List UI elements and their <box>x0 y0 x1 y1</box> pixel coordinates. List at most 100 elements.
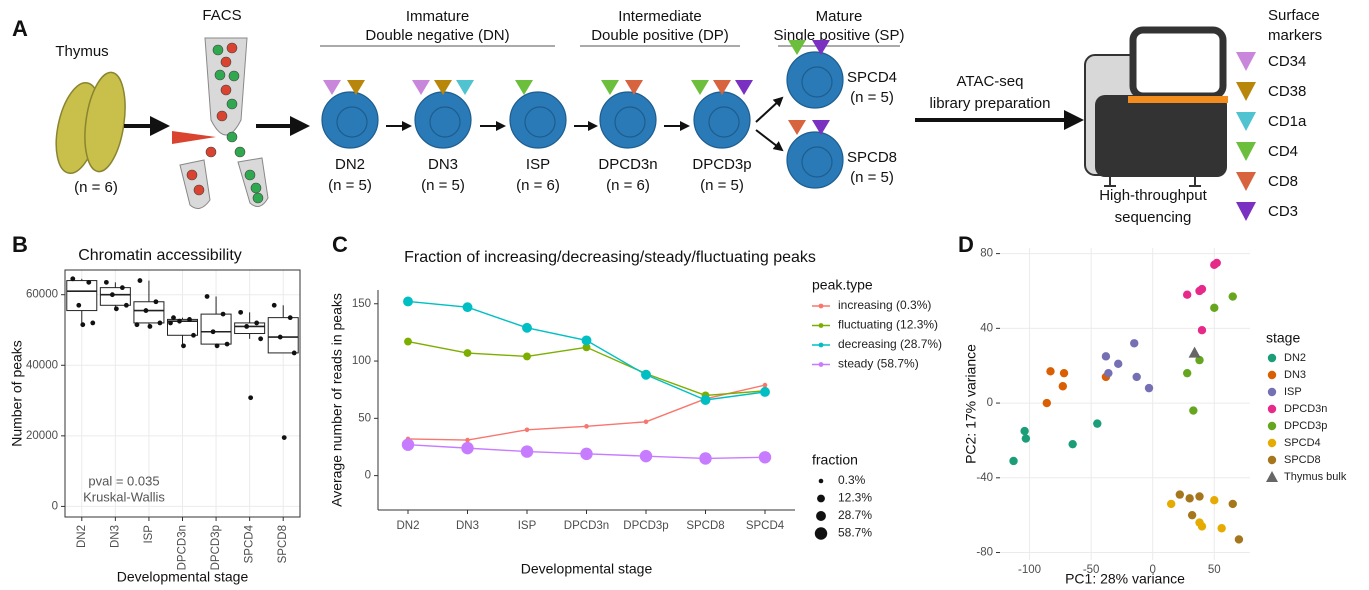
legend-title: fraction <box>812 452 858 468</box>
surface-marker <box>412 80 430 95</box>
data-point <box>641 370 651 380</box>
marker-swatch <box>1236 82 1256 101</box>
data-point <box>282 435 287 440</box>
cell <box>600 92 656 148</box>
data-point <box>582 335 592 345</box>
surface-marker <box>691 80 709 95</box>
legend-label: 0.3% <box>838 473 866 487</box>
data-point <box>187 317 192 322</box>
data-point <box>191 333 196 338</box>
y-tick-label: 20000 <box>26 430 58 442</box>
surface-marker <box>788 40 806 55</box>
box <box>100 288 130 306</box>
legend-size <box>817 495 825 503</box>
data-point <box>1213 259 1221 267</box>
group-subtitle: Double negative (DN) <box>365 27 509 44</box>
data-point <box>580 448 592 460</box>
legend-label: 58.7% <box>838 526 872 540</box>
x-axis-title: Developmental stage <box>521 561 653 577</box>
cell <box>322 92 378 148</box>
surface-marker <box>735 80 753 95</box>
data-point <box>114 306 119 311</box>
data-point <box>254 321 259 326</box>
legend-label: DPCD3n <box>1284 403 1327 415</box>
box <box>134 302 164 323</box>
legend-swatch <box>1268 388 1276 396</box>
cell-n: (n = 5) <box>850 89 894 106</box>
cell-name: DN3 <box>428 156 458 173</box>
y-tick-label: -40 <box>976 472 993 484</box>
data-point <box>1068 440 1076 448</box>
markers-title: Surface <box>1268 7 1320 24</box>
data-point <box>104 280 109 285</box>
data-point <box>1130 339 1138 347</box>
data-point <box>292 351 297 356</box>
chart-title: Fraction of increasing/decreasing/steady… <box>404 249 816 266</box>
atac-label: library preparation <box>930 95 1051 112</box>
legend-label: ISP <box>1284 386 1302 398</box>
data-point <box>1102 352 1110 360</box>
data-point <box>238 310 243 315</box>
annotation: pval = 0.035 <box>88 473 159 488</box>
data-point <box>1022 434 1030 442</box>
x-axis-title: PC1: 28% variance <box>1065 571 1185 587</box>
data-point <box>1104 369 1112 377</box>
data-point <box>1217 524 1225 532</box>
x-tick-label: DPCD3p <box>210 525 222 570</box>
data-point <box>1183 369 1191 377</box>
group-title: Immature <box>406 8 469 25</box>
data-point <box>80 322 85 327</box>
legend-label: Thymus bulk <box>1284 471 1347 483</box>
data-point <box>463 302 473 312</box>
data-point <box>1198 522 1206 530</box>
legend-swatch <box>1268 439 1276 447</box>
x-tick-label: 50 <box>1208 564 1221 576</box>
x-tick-label: DPCD3n <box>177 525 189 570</box>
surface-marker <box>601 80 619 95</box>
data-point <box>221 312 226 317</box>
y-tick-label: 0 <box>365 470 371 482</box>
legend-label: increasing (0.3%) <box>838 298 931 312</box>
data-point <box>1185 494 1193 502</box>
markers-title: markers <box>1268 27 1322 44</box>
data-point <box>154 299 159 304</box>
x-axis-title: Developmental stage <box>117 569 249 585</box>
data-point <box>76 303 81 308</box>
legend-dot <box>819 323 824 328</box>
marker-swatch <box>1236 202 1256 221</box>
data-point <box>1114 360 1122 368</box>
data-point <box>171 315 176 320</box>
chart-title: Chromatin accessibility <box>78 247 242 264</box>
y-axis-title: Number of peaks <box>9 340 25 447</box>
data-point <box>211 329 216 334</box>
data-point <box>1210 496 1218 504</box>
group-title: Intermediate <box>618 8 701 25</box>
data-point <box>138 278 143 283</box>
marker-name: CD3 <box>1268 203 1298 220</box>
marker-name: CD8 <box>1268 173 1298 190</box>
data-point <box>135 322 140 327</box>
data-point <box>404 338 412 346</box>
box <box>268 318 298 353</box>
panel-label: A <box>12 16 28 41</box>
data-point <box>1176 490 1184 498</box>
data-point <box>1235 535 1243 543</box>
x-tick-label: ISP <box>518 520 537 532</box>
legend-label: SPCD8 <box>1284 454 1321 466</box>
x-tick-label: SPCD8 <box>277 525 289 563</box>
x-tick-label: DN3 <box>456 520 479 532</box>
cell-n: (n = 5) <box>700 177 744 194</box>
legend-label: DN3 <box>1284 369 1306 381</box>
data-point <box>1189 347 1201 358</box>
y-tick-label: 60000 <box>26 289 58 301</box>
legend-label: 12.3% <box>838 491 872 505</box>
data-point <box>1043 399 1051 407</box>
data-point <box>760 387 770 397</box>
data-point <box>124 303 129 308</box>
data-point <box>86 280 91 285</box>
y-tick-label: 0 <box>987 397 993 409</box>
data-point <box>763 383 768 388</box>
legend-label: DN2 <box>1284 352 1306 364</box>
marker-swatch <box>1236 142 1256 161</box>
data-point <box>1198 285 1206 293</box>
